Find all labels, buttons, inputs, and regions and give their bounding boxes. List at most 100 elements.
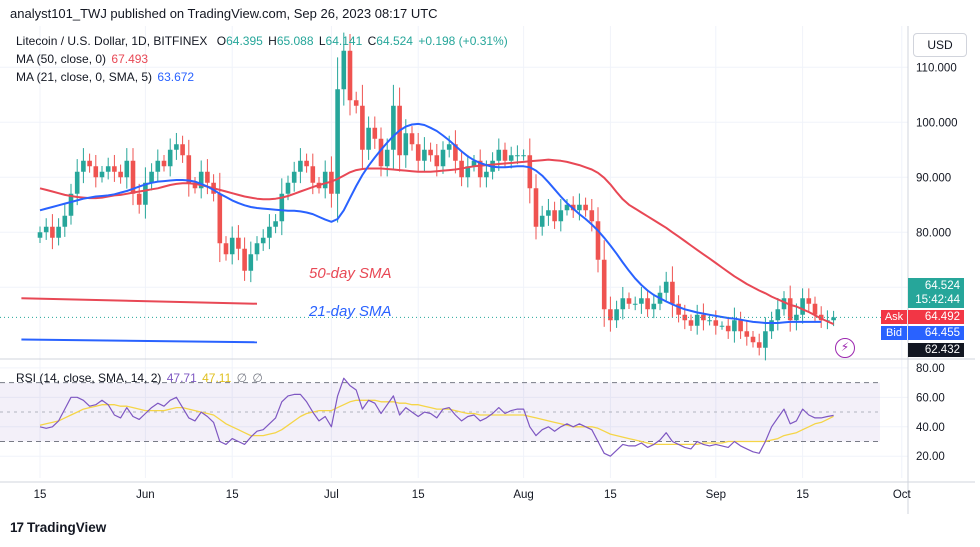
time-tick-label: Jul — [324, 489, 339, 501]
ma50-value: 67.493 — [111, 52, 149, 66]
ma21-value: 63.672 — [157, 70, 195, 84]
candle-body — [81, 160, 86, 172]
candle-body — [787, 298, 793, 321]
candle-body — [577, 204, 582, 211]
publisher-header: analyst101_TWJ published on TradingView.… — [10, 6, 438, 21]
last-price: 64.524 — [924, 280, 960, 292]
candle-body — [626, 298, 632, 304]
candle-body — [496, 149, 502, 161]
ma21-legend[interactable]: MA (21, close, 0, SMA, 5) 63.672 — [16, 70, 194, 84]
candle-body — [87, 160, 92, 167]
ma21-line — [39, 122, 822, 324]
rsi-legend[interactable]: RSI (14, close, SMA, 14, 2) 47.71 47.11 … — [16, 371, 263, 385]
candle-body — [831, 317, 836, 321]
currency-button[interactable]: USD — [913, 33, 967, 57]
candle-body — [608, 309, 613, 321]
candle-body — [143, 182, 148, 205]
candle-body — [248, 254, 254, 271]
bid-price-tag: 64.455 — [908, 326, 964, 340]
candle-body — [68, 193, 74, 216]
candle-body — [564, 204, 570, 211]
time-tick-label: 15 — [796, 489, 809, 501]
time-tick-label: Aug — [513, 489, 533, 501]
candle-body — [763, 331, 768, 348]
candle-body — [236, 237, 241, 249]
candle-body — [403, 133, 409, 156]
open-label: O — [216, 34, 227, 48]
candle-body — [217, 193, 223, 244]
candle-body — [632, 303, 638, 305]
rsi-label: RSI (14, close, SMA, 14, 2) — [16, 371, 162, 385]
candle-body — [37, 232, 43, 238]
time-tick-label: Oct — [893, 489, 912, 501]
candle-body — [756, 342, 762, 348]
candle-body — [105, 166, 111, 172]
candle-body — [546, 210, 551, 216]
candle-body — [198, 171, 204, 189]
candle-body — [732, 320, 737, 332]
sma50-annotation: 50-day SMA — [309, 265, 392, 282]
candle-body — [93, 166, 99, 178]
bid-label: Bid — [881, 326, 907, 340]
candle-body — [124, 160, 130, 178]
candle-body — [273, 221, 278, 227]
candle-body — [533, 188, 539, 227]
time-tick-label: Sep — [706, 489, 726, 501]
candle-body — [267, 226, 272, 238]
candle-body — [502, 149, 508, 161]
candle-body — [322, 171, 328, 189]
candle-body — [50, 226, 55, 238]
candle-body — [446, 144, 452, 150]
candle-body — [298, 160, 303, 172]
candle-body — [589, 210, 595, 222]
candle-body — [99, 171, 105, 178]
price-tick-label: 80.000 — [916, 227, 951, 239]
candle-body — [43, 226, 49, 233]
candle-body — [583, 204, 588, 211]
candle-body — [180, 144, 185, 156]
candle-body — [378, 138, 384, 167]
candle-body — [750, 336, 756, 343]
candle-body — [725, 325, 731, 332]
ma50-label: MA (50, close, 0) — [16, 52, 107, 66]
candle-body — [409, 133, 415, 145]
candle-body — [558, 210, 564, 222]
price-tick-label: 100.000 — [916, 117, 958, 129]
symbol-legend[interactable]: Litecoin / U.S. Dollar, 1D, BITFINEX O64… — [16, 34, 508, 48]
candle-body — [62, 215, 68, 227]
close-label: C — [367, 34, 377, 48]
candle-body — [428, 149, 433, 156]
candle-body — [719, 325, 725, 327]
ma50-legend[interactable]: MA (50, close, 0) 67.493 — [16, 52, 148, 66]
candle-body — [149, 171, 154, 183]
footer-brand[interactable]: 17 TradingView — [10, 520, 106, 535]
candle-body — [477, 160, 483, 178]
candle-body — [453, 144, 458, 161]
candle-body — [136, 193, 142, 205]
sma50-trendline — [21, 297, 258, 305]
candle-body — [701, 314, 706, 321]
high-label: H — [268, 34, 277, 48]
time-tick-label: Jun — [136, 489, 155, 501]
candle-body — [74, 171, 80, 194]
time-tick-label: 15 — [226, 489, 239, 501]
candle-body — [347, 50, 353, 101]
high-value: 65.088 — [276, 34, 314, 48]
time-tick-label: 15 — [34, 489, 47, 501]
candle-body — [539, 215, 545, 227]
lightning-icon[interactable]: ⚡ — [835, 338, 855, 358]
candle-body — [620, 298, 626, 310]
candle-body — [663, 281, 669, 293]
candle-body — [366, 127, 371, 150]
candle-body — [434, 155, 440, 167]
time-tick-label: 15 — [604, 489, 617, 501]
change-value: +0.198 (+0.31%) — [418, 34, 508, 48]
candle-body — [521, 155, 526, 157]
low-label: L — [318, 34, 326, 48]
rsi-tick-label: 60.00 — [916, 392, 945, 404]
rsi-tick-label: 20.00 — [916, 451, 945, 463]
candle-body — [56, 226, 61, 238]
candle-body — [205, 171, 210, 183]
candle-body — [738, 320, 743, 332]
rsi-tick-label: 40.00 — [916, 422, 945, 434]
